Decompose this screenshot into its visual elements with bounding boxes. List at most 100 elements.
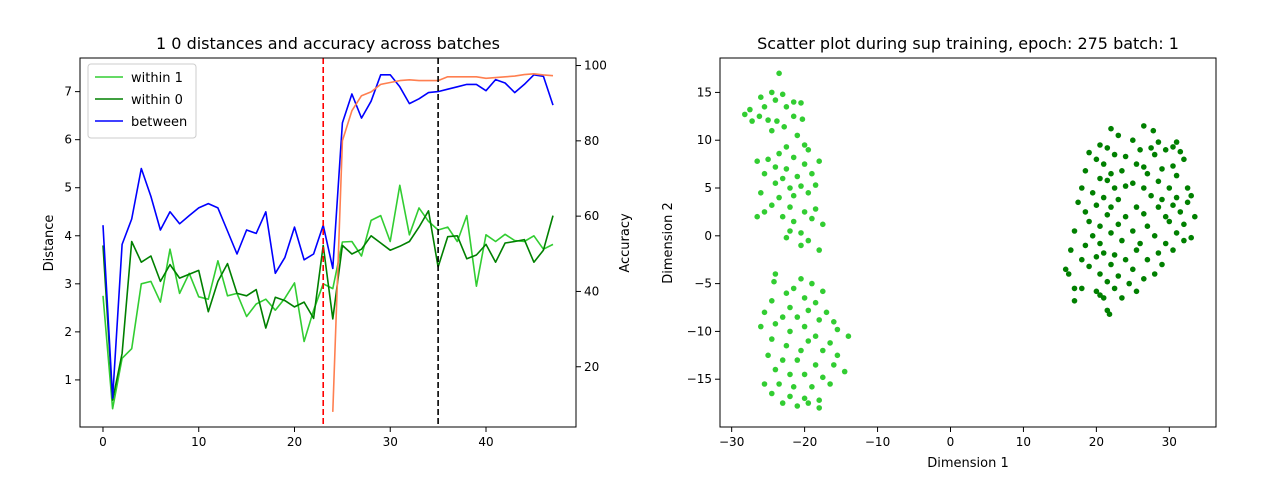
scatter-point bbox=[1141, 164, 1147, 170]
scatter-point bbox=[812, 333, 819, 340]
scatter-point bbox=[1082, 242, 1089, 249]
legend-label: within 1 bbox=[131, 71, 183, 86]
x-tick-label: 20 bbox=[1089, 435, 1104, 449]
scatter-point bbox=[1173, 139, 1180, 145]
scatter-point bbox=[749, 118, 755, 124]
scatter-point bbox=[769, 298, 775, 304]
scatter-point bbox=[783, 144, 790, 150]
scatter-point bbox=[1144, 256, 1151, 263]
scatter-point bbox=[1141, 276, 1147, 282]
scatter-point bbox=[787, 185, 793, 191]
y-axis: −15 −10 −5 0 5 10 15 bbox=[687, 85, 720, 386]
scatter-point bbox=[1106, 311, 1113, 318]
plot-frame bbox=[719, 57, 1217, 428]
scatter-point bbox=[1177, 148, 1184, 155]
y-right-tick-label: 60 bbox=[584, 209, 599, 223]
scatter-point bbox=[787, 371, 793, 378]
scatter-point bbox=[1162, 147, 1169, 153]
x-tick-label: 30 bbox=[383, 435, 398, 449]
scatter-point bbox=[754, 213, 760, 220]
x-tick-label: 10 bbox=[191, 435, 206, 449]
scatter-point bbox=[798, 100, 804, 106]
scatter-point bbox=[809, 280, 815, 287]
scatter-point bbox=[1133, 204, 1140, 210]
scatter-point bbox=[1122, 153, 1129, 160]
scatter-point bbox=[787, 328, 793, 335]
scatter-point bbox=[845, 333, 852, 340]
scatter-point bbox=[776, 194, 782, 201]
y-tick-label: −10 bbox=[687, 324, 712, 338]
y-axis-label: Distance bbox=[42, 215, 57, 272]
scatter-point bbox=[1119, 295, 1125, 301]
scatter-point bbox=[761, 104, 768, 110]
scatter-point bbox=[1159, 196, 1165, 203]
y-axis-label: Dimension 2 bbox=[661, 202, 676, 284]
scatter-point bbox=[1122, 256, 1129, 263]
scatter-point bbox=[1115, 132, 1122, 139]
scatter-point bbox=[1104, 145, 1111, 151]
y-tick-label: 3 bbox=[64, 277, 72, 291]
scatter-point bbox=[1130, 180, 1136, 186]
scatter-point bbox=[769, 89, 775, 96]
scatter-point bbox=[831, 319, 837, 325]
y-tick-label: 1 bbox=[64, 373, 72, 387]
scatter-point bbox=[761, 309, 768, 316]
scatter-point bbox=[816, 405, 822, 411]
scatter-point bbox=[1155, 204, 1162, 210]
scatter-point bbox=[820, 221, 826, 228]
scatter-point bbox=[1122, 213, 1129, 220]
scatter-point bbox=[816, 317, 822, 323]
scatter-point bbox=[1130, 266, 1136, 273]
scatter-point bbox=[1086, 149, 1092, 156]
scatter-point bbox=[1071, 228, 1078, 234]
scatter-point bbox=[1100, 194, 1107, 201]
scatter-point bbox=[783, 234, 790, 241]
scatter-point bbox=[1170, 163, 1176, 169]
scatter-point bbox=[820, 374, 826, 381]
scatter-point bbox=[799, 116, 806, 122]
scatter-point bbox=[1188, 192, 1194, 199]
scatter-point bbox=[794, 357, 801, 363]
scatter-point bbox=[794, 173, 801, 180]
scatter-point bbox=[1097, 223, 1103, 229]
scatter-point bbox=[831, 362, 837, 368]
scatter-point bbox=[1155, 178, 1162, 185]
between-line bbox=[102, 74, 554, 400]
scatter-point bbox=[776, 381, 782, 387]
scatter-point bbox=[1104, 212, 1111, 218]
scatter-point bbox=[812, 299, 819, 306]
scatter-point bbox=[805, 338, 812, 344]
scatter-point bbox=[1170, 202, 1176, 208]
x-tick-label: 0 bbox=[99, 435, 107, 449]
scatter-point bbox=[779, 314, 786, 320]
scatter-point bbox=[783, 104, 790, 110]
accuracy-line bbox=[332, 73, 554, 412]
x-tick-label: −30 bbox=[719, 435, 744, 449]
scatter-point bbox=[1075, 199, 1081, 206]
scatter-point bbox=[798, 230, 804, 236]
scatter-point bbox=[783, 166, 790, 172]
scatter-point bbox=[816, 397, 822, 404]
scatter-point bbox=[1133, 247, 1140, 253]
scatter-point bbox=[1100, 161, 1107, 167]
y-axis-right-label: Accuracy bbox=[618, 213, 633, 273]
scatter-point bbox=[1151, 271, 1158, 277]
scatter-point bbox=[841, 368, 848, 375]
scatter-point bbox=[774, 118, 780, 124]
scatter-point bbox=[805, 190, 812, 196]
scatter-point bbox=[1097, 240, 1103, 247]
scatter-point bbox=[805, 237, 812, 244]
scatter-point bbox=[809, 215, 815, 222]
y-right-tick-label: 100 bbox=[584, 59, 607, 73]
scatter-point bbox=[1137, 240, 1143, 247]
scatter-point bbox=[809, 384, 815, 390]
scatter-point bbox=[1144, 170, 1151, 177]
scatter-point bbox=[1093, 156, 1100, 163]
scatter-point bbox=[758, 190, 764, 196]
scatter-point bbox=[816, 247, 822, 253]
scatter-point bbox=[779, 213, 786, 220]
scatter-point bbox=[787, 228, 793, 234]
scatter-point bbox=[1151, 151, 1158, 158]
